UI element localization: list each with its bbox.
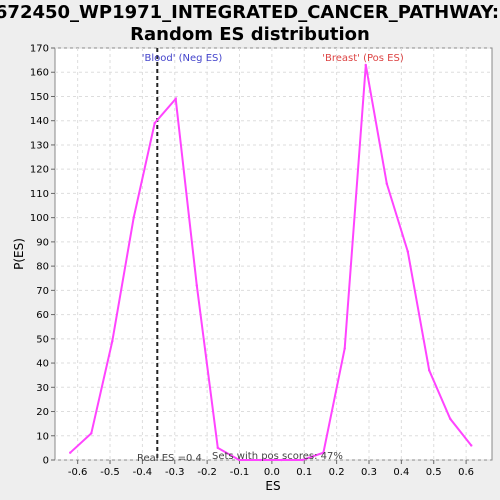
data-point (322, 451, 325, 454)
data-point (280, 458, 283, 462)
data-point (216, 446, 220, 450)
real-es-label: Real ES =0.4 (137, 453, 202, 464)
pos-es-label: 'Breast' (Pos ES) (322, 53, 404, 64)
data-point (364, 63, 367, 67)
y-tick-label: 80 (36, 262, 49, 273)
x-tick-label: 0.5 (426, 467, 442, 478)
data-point (174, 97, 177, 101)
series-points (69, 63, 473, 462)
y-tick-label: 170 (30, 44, 49, 55)
chart-title-line-2: Random ES distribution (130, 24, 370, 45)
y-tick-label: 40 (36, 359, 49, 370)
y-tick-label: 10 (36, 431, 49, 442)
data-point (153, 121, 156, 125)
data-point (406, 250, 410, 253)
y-tick-label: 160 (30, 68, 49, 79)
data-point (259, 458, 262, 462)
y-tick-label: 100 (30, 213, 49, 224)
x-axis-label: ES (265, 479, 280, 493)
data-point (428, 369, 431, 372)
y-tick-label: 20 (36, 407, 49, 418)
x-tick-label: 0.3 (361, 467, 377, 478)
data-point (385, 182, 388, 185)
x-tick-label: -0.2 (197, 467, 217, 478)
data-point (343, 347, 346, 350)
y-tick-label: 90 (36, 237, 49, 248)
data-point (132, 216, 135, 219)
data-point (69, 451, 72, 454)
y-tick-label: 60 (36, 310, 49, 321)
data-point (90, 432, 93, 435)
data-point (301, 458, 304, 462)
x-tick-label: 0.0 (264, 467, 280, 478)
y-axis-ticks: 0 10 20 30 40 50 60 70 80 90 100 110 120 130 140 150 160… (30, 44, 55, 467)
data-point (449, 417, 452, 420)
data-point (195, 284, 198, 287)
data-point (237, 458, 241, 462)
x-tick-label: -0.6 (68, 467, 88, 478)
y-tick-label: 0 (43, 456, 49, 467)
x-tick-label: -0.3 (165, 467, 185, 478)
y-axis-label: P(ES) (12, 238, 26, 270)
data-point (111, 340, 114, 343)
y-tick-label: 30 (36, 383, 49, 394)
series-line (69, 64, 473, 461)
x-axis-ticks: -0.6 -0.5 -0.4 -0.3 -0.2 -0.1 0.0 0.1 0.2 0.3 0.4 0… (68, 460, 474, 478)
x-tick-label: -0.5 (100, 467, 120, 478)
x-tick-label: -0.1 (230, 467, 250, 478)
x-tick-label: -0.4 (133, 467, 153, 478)
pos-scores-label: Sets with pos scores: 47% (212, 451, 343, 462)
x-tick-label: 0.4 (393, 467, 409, 478)
grid-lines (55, 47, 492, 461)
data-point (470, 444, 473, 447)
x-tick-label: 0.1 (296, 467, 312, 478)
x-tick-label: 0.6 (458, 467, 474, 478)
y-tick-label: 140 (30, 116, 49, 127)
y-tick-label: 150 (30, 92, 49, 103)
y-tick-label: 130 (30, 140, 49, 151)
y-tick-label: 50 (36, 334, 49, 345)
y-tick-label: 120 (30, 165, 49, 176)
y-tick-label: 110 (30, 189, 49, 200)
neg-es-label: 'Blood' (Neg ES) (142, 53, 223, 64)
plot-area (54, 47, 493, 461)
x-tick-label: 0.2 (329, 467, 345, 478)
y-tick-label: 70 (36, 286, 49, 297)
chart-title-line-1: 672450_WP1971_INTEGRATED_CANCER_PATHWAY: (0, 2, 499, 23)
